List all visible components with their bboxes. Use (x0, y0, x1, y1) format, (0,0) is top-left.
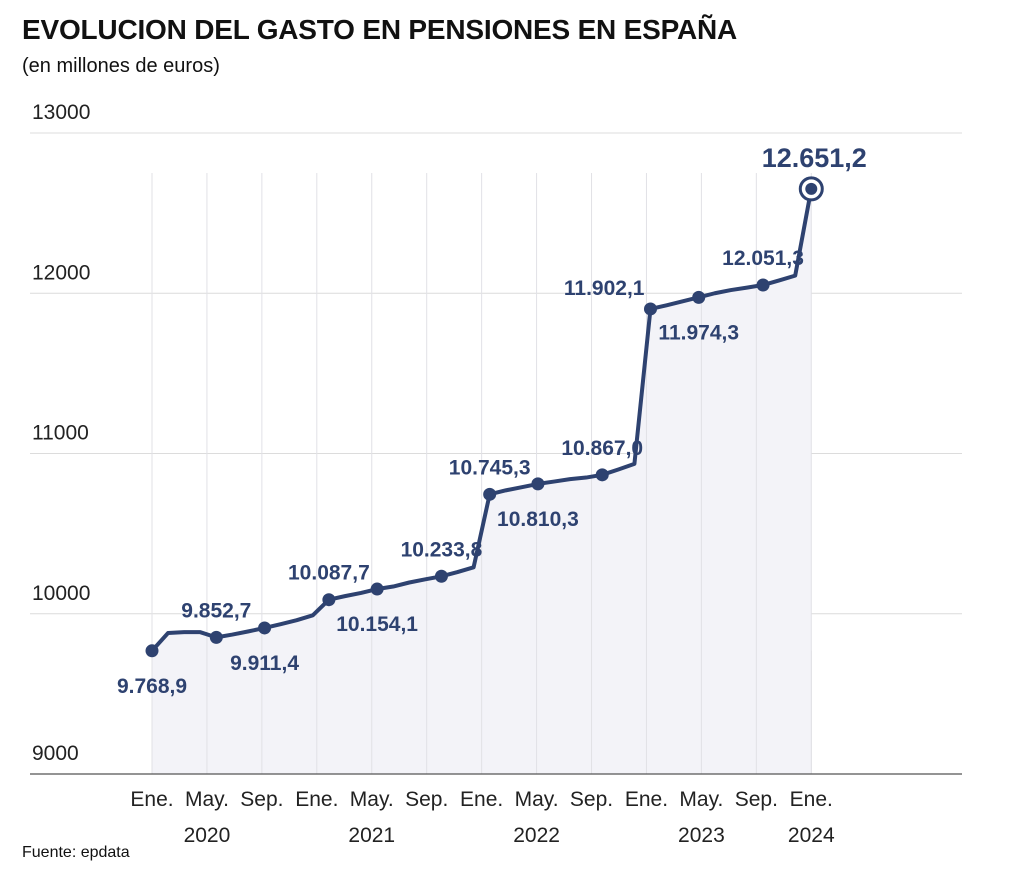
x-tick-label: Ene. (625, 788, 668, 811)
x-tick-label: Sep. (240, 788, 283, 811)
source-note: Fuente: epdata (22, 844, 130, 861)
x-year-label: 2022 (513, 824, 560, 847)
label-layer: 9.768,9 9.852,7 9.911,4 10.087,7 10.154,1 10.… (117, 143, 867, 698)
chart-title: EVOLUCION DEL GASTO EN PENSIONES EN ESPA… (22, 14, 738, 45)
x-year-label: 2021 (348, 824, 395, 847)
y-tick-label: 9000 (32, 742, 79, 765)
data-point-marker (209, 630, 223, 644)
x-tick-label: May. (350, 788, 394, 811)
x-tick-label: Ene. (790, 788, 833, 811)
axis-layer: 9000 10000 11000 12000 13000 Ene. May. Sep. Ene.… (30, 101, 962, 847)
y-tick-label: 13000 (32, 101, 90, 124)
y-tick-label: 12000 (32, 261, 90, 284)
data-point-marker (483, 487, 497, 501)
data-point-marker (531, 477, 545, 491)
data-label: 10.745,3 (449, 456, 531, 479)
data-point-marker (370, 582, 384, 596)
data-label: 11.902,1 (564, 277, 645, 300)
data-label: 12.651,2 (762, 143, 867, 173)
data-label: 10.154,1 (336, 613, 418, 636)
chart-subtitle: (en millones de euros) (22, 55, 220, 77)
x-year-label: 2020 (184, 824, 231, 847)
data-label: 10.087,7 (288, 562, 370, 585)
x-tick-label: Ene. (460, 788, 503, 811)
data-point-marker (756, 278, 770, 292)
x-tick-label: Sep. (570, 788, 613, 811)
data-label: 10.233,8 (401, 538, 483, 561)
y-tick-label: 10000 (32, 582, 90, 605)
data-label: 10.810,3 (497, 508, 579, 531)
y-tick-label: 11000 (32, 422, 89, 445)
data-label: 11.974,3 (658, 321, 739, 344)
x-tick-label: Sep. (735, 788, 778, 811)
x-tick-label: May. (185, 788, 229, 811)
data-point-marker (434, 569, 448, 583)
x-tick-label: May. (679, 788, 723, 811)
x-tick-label: Ene. (130, 788, 173, 811)
data-point-marker (258, 621, 272, 635)
data-point-marker (595, 468, 609, 482)
data-point-marker (145, 644, 159, 658)
x-year-label: 2024 (788, 824, 835, 847)
area-layer (151, 173, 812, 774)
data-label: 9.768,9 (117, 675, 187, 698)
data-label: 9.852,7 (181, 599, 251, 622)
data-label: 9.911,4 (230, 652, 299, 675)
data-point-marker (643, 302, 657, 316)
data-point-marker (692, 290, 706, 304)
x-tick-label: May. (515, 788, 559, 811)
data-label: 12.051,3 (722, 247, 804, 270)
x-tick-label: Ene. (295, 788, 338, 811)
line-layer (145, 176, 824, 658)
data-point-marker (322, 593, 336, 607)
x-tick-label: Sep. (405, 788, 448, 811)
x-year-label: 2023 (678, 824, 725, 847)
data-label: 10.867,0 (561, 437, 643, 460)
data-point-marker-final-inner (805, 182, 818, 195)
